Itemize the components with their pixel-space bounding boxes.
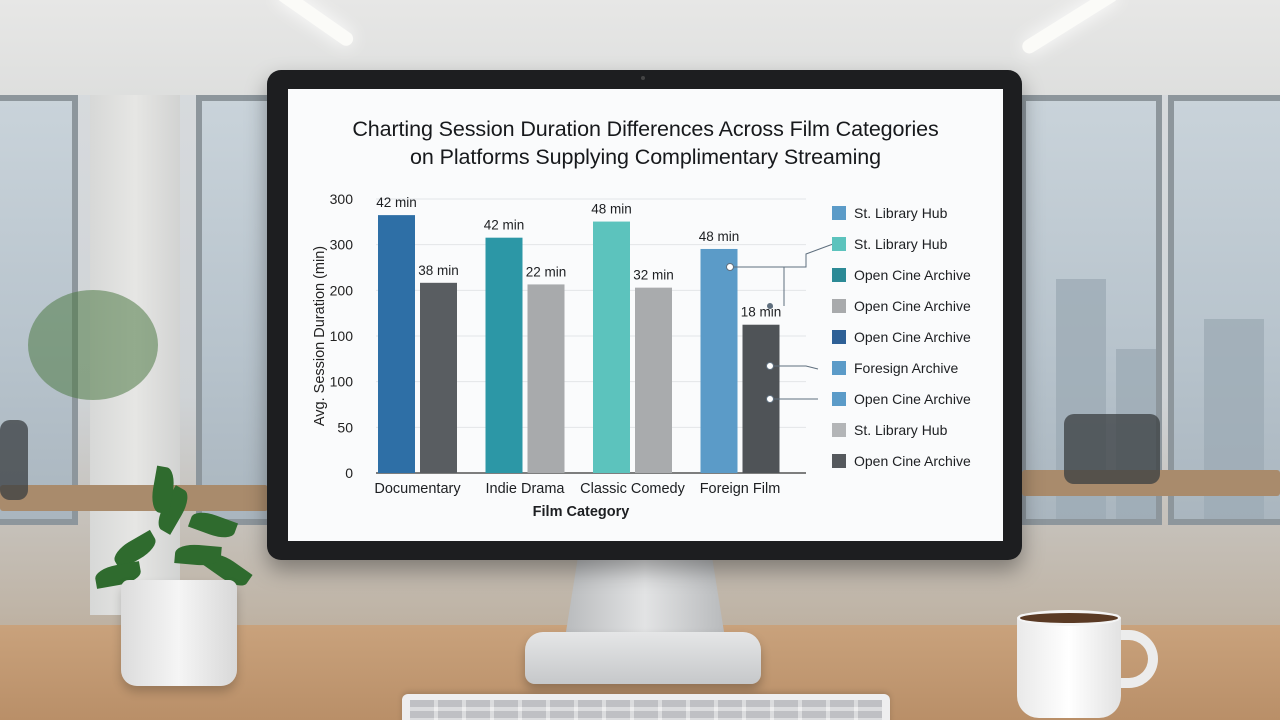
legend-swatch xyxy=(832,206,846,220)
legend-label: St. Library Hub xyxy=(854,236,948,252)
keyboard xyxy=(402,694,890,720)
legend-connector xyxy=(730,266,785,306)
y-axis-label: Avg. Session Duration (min) xyxy=(312,246,328,426)
legend-label: Open Cine Archive xyxy=(854,298,971,314)
chart-subtitle: on Platforms Supplying Complimentary Str… xyxy=(410,145,881,169)
legend-swatch xyxy=(832,361,846,375)
bar xyxy=(527,284,565,473)
y-tick-label: 100 xyxy=(330,374,354,390)
legend-label: Open Cine Archive xyxy=(854,453,971,469)
legend-label: St. Library Hub xyxy=(854,205,948,221)
legend-item: St. Library Hub xyxy=(832,234,947,254)
mug-handle xyxy=(1108,630,1158,688)
y-tick-label: 50 xyxy=(337,419,353,435)
legend-swatch xyxy=(832,423,846,437)
x-axis-label: Film Category xyxy=(533,504,630,520)
legend-label: Open Cine Archive xyxy=(854,391,971,407)
legend-item: Foresign Archive xyxy=(832,358,958,378)
legend-swatch xyxy=(832,330,846,344)
monitor-screen: Charting Session Duration Differences Ac… xyxy=(288,89,1003,541)
x-tick-label: Classic Comedy xyxy=(580,481,685,497)
bar-data-label: 48 min xyxy=(699,229,740,244)
back-desk xyxy=(0,485,268,511)
bar-data-label: 32 min xyxy=(633,268,674,283)
bar xyxy=(700,248,738,473)
x-tick-label: Foreign Film xyxy=(700,481,781,497)
connector-dot xyxy=(726,263,734,271)
legend-label: St. Library Hub xyxy=(854,422,948,438)
monitor-stand xyxy=(565,558,725,638)
legend-swatch xyxy=(832,299,846,313)
coffee-mug xyxy=(1017,614,1121,718)
bar-data-label: 48 min xyxy=(591,202,632,217)
legend-connector xyxy=(730,243,834,268)
legend-item: Open Cine Archive xyxy=(832,327,971,347)
bar-data-label: 38 min xyxy=(418,263,459,278)
office-chair xyxy=(0,420,28,500)
bar-data-label: 18 min xyxy=(741,305,782,320)
coffee-mug-top xyxy=(1017,610,1121,626)
keyboard-keys xyxy=(410,700,882,720)
legend-item: St. Library Hub xyxy=(832,203,947,223)
y-tick-label: 100 xyxy=(330,328,354,344)
bar xyxy=(485,237,523,473)
y-tick-label: 0 xyxy=(345,465,353,481)
bar-data-label: 42 min xyxy=(376,195,417,210)
y-tick-label: 300 xyxy=(330,191,354,207)
bar xyxy=(635,287,672,473)
plant-pot xyxy=(121,580,237,686)
background-plant xyxy=(28,290,158,400)
legend-item: Open Cine Archive xyxy=(832,389,971,409)
y-tick-label: 300 xyxy=(330,237,354,253)
monitor-stand-base xyxy=(525,632,761,684)
legend-connector xyxy=(768,365,819,370)
legend-label: Foresign Archive xyxy=(854,360,959,376)
y-tick-label: 200 xyxy=(330,282,354,298)
office-chair xyxy=(1064,414,1160,484)
legend-label: Open Cine Archive xyxy=(854,267,971,283)
connector-dot xyxy=(767,303,773,309)
x-tick-label: Documentary xyxy=(374,481,461,497)
x-tick-label: Indie Drama xyxy=(486,481,566,497)
legend-swatch xyxy=(832,237,846,251)
webcam-icon xyxy=(641,76,645,80)
legend-item: St. Library Hub xyxy=(832,420,947,440)
legend-swatch xyxy=(832,454,846,468)
connector-dot xyxy=(766,395,774,403)
bar xyxy=(420,282,457,473)
window xyxy=(1168,95,1280,525)
window xyxy=(196,95,276,525)
legend-swatch xyxy=(832,268,846,282)
legend-item: Open Cine Archive xyxy=(832,265,971,285)
chart-title: Charting Session Duration Differences Ac… xyxy=(352,117,939,141)
bar-data-label: 22 min xyxy=(526,264,567,279)
bar-data-label: 42 min xyxy=(484,218,525,233)
connector-dot xyxy=(766,362,774,370)
legend-item: Open Cine Archive xyxy=(832,451,971,471)
bar-chart: 300 300 200 100 100 50 0 Avg. Session Duration … xyxy=(312,191,834,520)
bar xyxy=(378,215,415,473)
legend-label: Open Cine Archive xyxy=(854,329,971,345)
legend-swatch xyxy=(832,392,846,406)
legend-item: Open Cine Archive xyxy=(832,296,971,316)
bar xyxy=(593,221,630,473)
